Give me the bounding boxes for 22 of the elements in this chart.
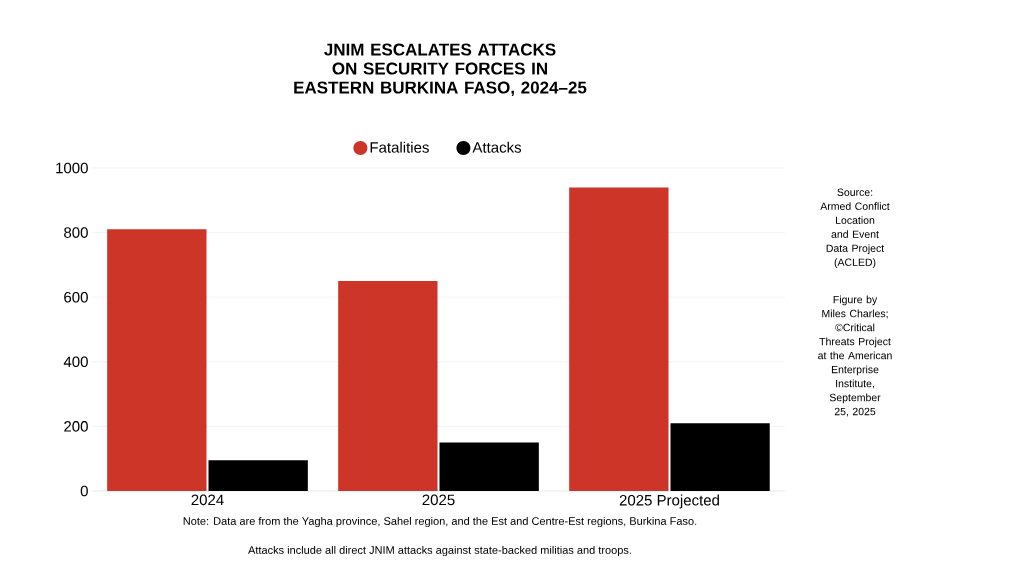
bar: [208, 460, 308, 491]
y-tick-label: 400: [63, 356, 88, 368]
bar: [338, 281, 438, 491]
y-tick-label: 200: [64, 421, 88, 432]
y-tick-label: 600: [64, 291, 88, 303]
chart-title: JNIM ESCALATES ATTACKS ON SECURITY FORCES IN EASTERN BURKINA FASO, 2024–25: [294, 43, 587, 97]
x-tick-label: 2024: [191, 494, 224, 506]
bar: [107, 229, 207, 491]
source-note: Source: Armed Conflict Location and Event Data Project (ACLED): [820, 188, 890, 269]
legend-label: Attacks: [472, 141, 522, 153]
x-tick-label: 2025: [422, 494, 455, 506]
text: Attacks include all direct JNIM attacks against state-backed militias and troops.: [248, 545, 631, 557]
y-tick-label: 1000: [56, 162, 88, 174]
legend-label: Fatalities: [370, 141, 429, 153]
y-tick-label: 800: [64, 227, 88, 238]
bar: [439, 442, 539, 491]
bar: [569, 187, 669, 491]
bar: [670, 423, 770, 491]
y-tick-label: 0: [80, 485, 88, 497]
text: Figure by Miles Charles; ©Critical Threats Project at the American Enterprise Institute, September 25, 2025: [818, 295, 892, 417]
x-tick-label: 2025 Projected: [619, 494, 719, 509]
text: Note: Data are from the Yagha province, Sahel region, and the Est and Centre-Est regions, Burkina Faso.: [183, 516, 697, 528]
